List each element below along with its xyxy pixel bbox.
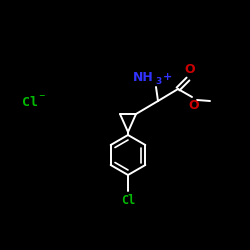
Text: O: O xyxy=(185,63,195,76)
Text: NH: NH xyxy=(133,71,154,84)
Text: O: O xyxy=(189,99,199,112)
Text: ⁻: ⁻ xyxy=(38,92,44,106)
Text: +: + xyxy=(163,72,172,82)
Text: Cl: Cl xyxy=(121,194,135,207)
Text: 3: 3 xyxy=(155,77,161,86)
Text: Cl: Cl xyxy=(22,96,38,108)
